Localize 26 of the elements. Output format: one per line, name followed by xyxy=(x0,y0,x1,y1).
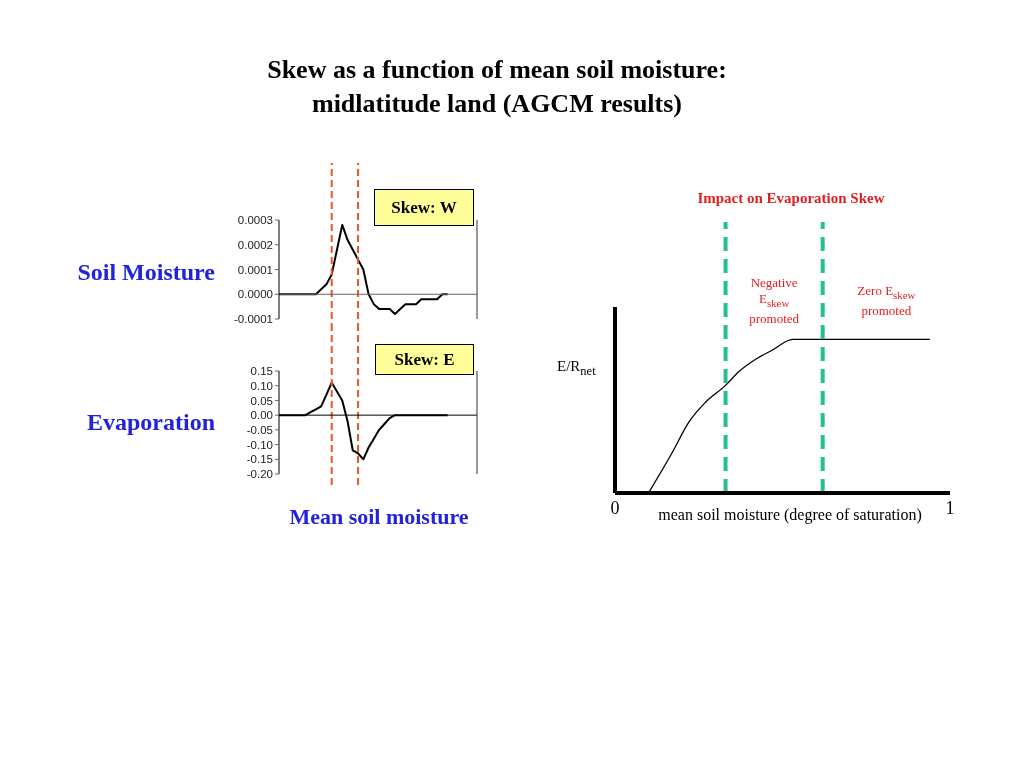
y-tick-label: -0.05 xyxy=(246,423,273,436)
chart-title: Impact on Evaporation Skew xyxy=(696,189,886,207)
y-tick-label: 0.15 xyxy=(250,365,273,378)
x-tick-label: 0 xyxy=(610,497,620,518)
text: Skew: E xyxy=(394,349,455,370)
y-tick-label: 0.00 xyxy=(250,409,273,422)
x-tick-label: 1 xyxy=(945,497,955,518)
ref-line-label: Zero E$_{skew}$ promoted xyxy=(856,283,917,319)
x-axis-title: mean soil moisture (degree of saturation) xyxy=(658,506,922,523)
y-tick-label: -0.20 xyxy=(246,468,273,481)
y-tick-label: -0.0001 xyxy=(233,313,273,326)
y-tick-label: 0.05 xyxy=(250,394,273,407)
ref-line-label: Negative E$_{skew}$ promoted xyxy=(748,275,801,327)
y-tick-label: 0.0003 xyxy=(237,214,273,227)
text: Skew: W xyxy=(391,197,457,218)
y-axis-title: Soil Moisture xyxy=(76,258,215,286)
y-tick-label: -0.10 xyxy=(246,438,273,451)
y-axis-title: E/R$_{net}$ xyxy=(557,357,597,380)
y-tick-label: 0.0002 xyxy=(237,238,273,251)
x-axis-title: Mean soil moisture xyxy=(288,504,470,530)
y-tick-label: 0.0000 xyxy=(237,288,273,301)
chart-title: Skew as a function of mean soil moisture: midlatitude land (AGCM results) xyxy=(266,54,728,120)
y-tick-label: -0.15 xyxy=(246,453,273,466)
y-axis-title: Evaporation xyxy=(86,408,215,436)
y-tick-label: 0.0001 xyxy=(237,263,273,276)
y-tick-label: 0.10 xyxy=(250,379,273,392)
